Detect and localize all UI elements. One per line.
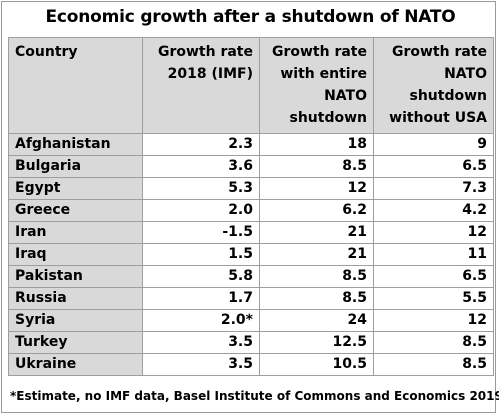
table-row: Egypt 5.3 12 7.3 xyxy=(8,177,494,200)
full-shutdown-growth-cell: 8.5 xyxy=(259,287,374,310)
without-usa-growth-cell: 12 xyxy=(373,221,494,244)
chart-title: Economic growth after a shutdown of NATO xyxy=(45,7,456,27)
without-usa-growth-cell: 4.2 xyxy=(373,199,494,222)
footnote: *Estimate, no IMF data, Basel Institute … xyxy=(10,389,499,403)
table-row: Iraq 1.5 21 11 xyxy=(8,243,494,266)
imf-growth-cell: 3.5 xyxy=(142,331,260,354)
country-cell: Afghanistan xyxy=(8,133,143,156)
without-usa-growth-cell: 5.5 xyxy=(373,287,494,310)
full-shutdown-growth-cell: 21 xyxy=(259,221,374,244)
full-shutdown-growth-cell: 12 xyxy=(259,177,374,200)
country-cell: Syria xyxy=(8,309,143,332)
full-shutdown-growth-cell: 10.5 xyxy=(259,353,374,376)
without-usa-growth-cell: 6.5 xyxy=(373,265,494,288)
full-shutdown-growth-cell: 18 xyxy=(259,133,374,156)
table-row: Pakistan 5.8 8.5 6.5 xyxy=(8,265,494,288)
country-cell: Russia xyxy=(8,287,143,310)
imf-growth-cell: 1.7 xyxy=(142,287,260,310)
imf-growth-cell: 2.0 xyxy=(142,199,260,222)
imf-growth-cell: 1.5 xyxy=(142,243,260,266)
column-header-full-shutdown: Growth rate with entire NATO shutdown xyxy=(259,37,374,134)
table-row: Syria 2.0* 24 12 xyxy=(8,309,494,332)
table-row: Ukraine 3.5 10.5 8.5 xyxy=(8,353,494,376)
without-usa-growth-cell: 7.3 xyxy=(373,177,494,200)
growth-table: Country Growth rate 2018 (IMF) Growth ra… xyxy=(8,37,494,376)
without-usa-growth-cell: 11 xyxy=(373,243,494,266)
imf-growth-cell: 3.6 xyxy=(142,155,260,178)
table-row: Afghanistan 2.3 18 9 xyxy=(8,133,494,156)
country-cell: Bulgaria xyxy=(8,155,143,178)
country-cell: Egypt xyxy=(8,177,143,200)
full-shutdown-growth-cell: 21 xyxy=(259,243,374,266)
without-usa-growth-cell: 9 xyxy=(373,133,494,156)
table-body: Afghanistan 2.3 18 9 Bulgaria 3.6 8.5 6.5 Egypt 5… xyxy=(8,133,494,376)
full-shutdown-growth-cell: 6.2 xyxy=(259,199,374,222)
imf-growth-cell: -1.5 xyxy=(142,221,260,244)
table-header-row: Country Growth rate 2018 (IMF) Growth ra… xyxy=(8,37,494,134)
table-row: Greece 2.0 6.2 4.2 xyxy=(8,199,494,222)
table-row: Russia 1.7 8.5 5.5 xyxy=(8,287,494,310)
without-usa-growth-cell: 6.5 xyxy=(373,155,494,178)
column-header-without-usa: Growth rate NATO shutdown without USA xyxy=(373,37,494,134)
without-usa-growth-cell: 12 xyxy=(373,309,494,332)
full-shutdown-growth-cell: 24 xyxy=(259,309,374,332)
imf-growth-cell: 5.8 xyxy=(142,265,260,288)
imf-growth-cell: 2.3 xyxy=(142,133,260,156)
full-shutdown-growth-cell: 12.5 xyxy=(259,331,374,354)
column-header-country: Country xyxy=(8,37,143,134)
column-header-imf: Growth rate 2018 (IMF) xyxy=(142,37,260,134)
full-shutdown-growth-cell: 8.5 xyxy=(259,265,374,288)
imf-growth-cell: 5.3 xyxy=(142,177,260,200)
imf-growth-cell: 3.5 xyxy=(142,353,260,376)
table-row: Turkey 3.5 12.5 8.5 xyxy=(8,331,494,354)
country-cell: Greece xyxy=(8,199,143,222)
country-cell: Turkey xyxy=(8,331,143,354)
country-cell: Iraq xyxy=(8,243,143,266)
full-shutdown-growth-cell: 8.5 xyxy=(259,155,374,178)
country-cell: Iran xyxy=(8,221,143,244)
table-row: Bulgaria 3.6 8.5 6.5 xyxy=(8,155,494,178)
imf-growth-cell: 2.0* xyxy=(142,309,260,332)
table-row: Iran -1.5 21 12 xyxy=(8,221,494,244)
without-usa-growth-cell: 8.5 xyxy=(373,331,494,354)
country-cell: Pakistan xyxy=(8,265,143,288)
country-cell: Ukraine xyxy=(8,353,143,376)
without-usa-growth-cell: 8.5 xyxy=(373,353,494,376)
